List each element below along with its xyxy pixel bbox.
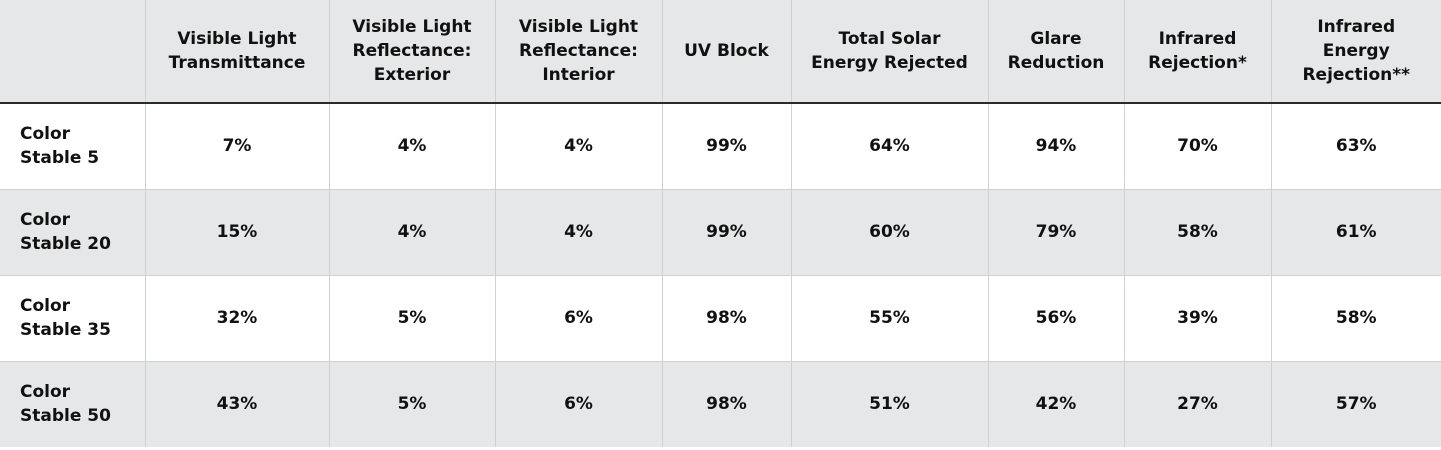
cell-text: 5% <box>397 394 427 415</box>
cell: 58% <box>1123 188 1271 275</box>
cell-text: 63% <box>1335 136 1377 157</box>
cell-text: 15% <box>216 222 258 242</box>
cell: 79% <box>987 188 1124 275</box>
cell-text: 94% <box>1035 136 1077 157</box>
cell-text: 4% <box>397 136 427 157</box>
column-header: Visible Light Reflectance: Interior <box>494 0 662 104</box>
cell-text: 64% <box>869 136 910 157</box>
table-row: Color Stable 5 7% 4% 4% 99% 64% 94% 70% 63% <box>0 103 1441 189</box>
row-label: Color Stable 35 <box>0 274 145 361</box>
cell: 4% <box>328 103 495 189</box>
cell: 7% <box>144 103 329 189</box>
cell-text: 6% <box>564 308 593 328</box>
cell: 43% <box>144 360 329 447</box>
cell: 61% <box>1270 188 1441 275</box>
cell: 99% <box>661 103 791 189</box>
cell-text: 55% <box>869 308 910 328</box>
column-header-text: Total Solar Energy Rejected <box>811 29 968 73</box>
column-header: Infrared Rejection* <box>1123 0 1271 104</box>
row-label-text: Color Stable 50 <box>20 382 111 427</box>
cell-text: 99% <box>706 136 747 157</box>
cell: 55% <box>790 274 988 361</box>
cell-text: 60% <box>869 222 910 242</box>
column-header: Glare Reduction <box>987 0 1124 104</box>
cell-text: 70% <box>1177 136 1218 157</box>
cell: 98% <box>661 274 791 361</box>
cell: 6% <box>494 360 662 447</box>
table-row: Color Stable 35 32% 5% 6% 98% 55% 56% 39% 58% <box>0 274 1441 361</box>
column-header: UV Block <box>661 0 791 104</box>
cell: 56% <box>987 274 1124 361</box>
cell-text: 4% <box>564 222 593 242</box>
cell: 64% <box>790 103 988 189</box>
cell: 27% <box>1123 360 1271 447</box>
column-header-text: Glare Reduction <box>1007 29 1105 73</box>
cell: 98% <box>661 360 791 447</box>
row-label: Color Stable 20 <box>0 188 145 275</box>
cell: 5% <box>328 274 495 361</box>
cell: 63% <box>1270 103 1441 189</box>
cell-text: 51% <box>869 394 910 415</box>
cell-text: 58% <box>1335 308 1377 328</box>
cell: 4% <box>494 103 662 189</box>
column-header-text: UV Block <box>684 41 769 61</box>
cell-text: 57% <box>1335 394 1377 415</box>
cell-text: 98% <box>706 308 747 328</box>
cell-text: 39% <box>1177 308 1218 328</box>
table-row: Color Stable 20 15% 4% 4% 99% 60% 79% 58% 61% <box>0 188 1441 275</box>
cell-text: 7% <box>222 136 252 157</box>
cell: 58% <box>1270 274 1441 361</box>
column-header: Visible Light Reflectance: Exterior <box>328 0 495 104</box>
cell-text: 4% <box>397 222 427 242</box>
column-header-text: Visible Light Reflectance: Exterior <box>352 17 472 85</box>
cell-text: 79% <box>1035 222 1077 242</box>
cell: 42% <box>987 360 1124 447</box>
cell-text: 4% <box>564 136 593 157</box>
cell: 60% <box>790 188 988 275</box>
row-label-text: Color Stable 35 <box>20 296 111 340</box>
row-label-text: Color Stable 20 <box>20 210 111 254</box>
cell: 4% <box>494 188 662 275</box>
row-label-text: Color Stable 5 <box>20 124 100 169</box>
column-header: Total Solar Energy Rejected <box>790 0 988 104</box>
cell-text: 43% <box>216 394 258 415</box>
cell: 32% <box>144 274 329 361</box>
cell: 57% <box>1270 360 1441 447</box>
table-header: Visible Light Transmittance Visible Light… <box>0 0 1441 104</box>
cell: 70% <box>1123 103 1271 189</box>
cell: 99% <box>661 188 791 275</box>
column-header-text: Infrared Rejection* <box>1148 29 1247 73</box>
column-header: Infrared Energy Rejection** <box>1270 0 1441 104</box>
table-body: Color Stable 5 7% 4% 4% 99% 64% 94% 70% 63% Color… <box>0 103 1441 447</box>
cell: 5% <box>328 360 495 447</box>
cell-text: 98% <box>706 394 747 415</box>
cell-text: 56% <box>1035 308 1077 328</box>
column-header: Visible Light Transmittance <box>144 0 329 104</box>
corner-cell <box>0 0 145 104</box>
row-label: Color Stable 50 <box>0 360 145 447</box>
cell: 15% <box>144 188 329 275</box>
cell: 51% <box>790 360 988 447</box>
cell-text: 99% <box>706 222 747 242</box>
cell-text: 42% <box>1035 394 1077 415</box>
cell-text: 61% <box>1335 222 1377 242</box>
cell-text: 32% <box>216 308 258 328</box>
cell-text: 58% <box>1177 222 1218 242</box>
cell: 94% <box>987 103 1124 189</box>
row-label: Color Stable 5 <box>0 103 145 189</box>
column-header-text: Infrared Energy Rejection** <box>1302 17 1411 85</box>
cell: 4% <box>328 188 495 275</box>
cell-text: 6% <box>564 394 593 415</box>
header-row: Visible Light Transmittance Visible Light… <box>0 0 1441 104</box>
cell-text: 5% <box>397 308 427 328</box>
column-header-text: Visible Light Transmittance <box>168 29 306 73</box>
cell: 39% <box>1123 274 1271 361</box>
cell-text: 27% <box>1177 394 1218 415</box>
cell: 6% <box>494 274 662 361</box>
table-row: Color Stable 50 43% 5% 6% 98% 51% 42% 27% 57% <box>0 360 1441 447</box>
column-header-text: Visible Light Reflectance: Interior <box>518 17 639 85</box>
